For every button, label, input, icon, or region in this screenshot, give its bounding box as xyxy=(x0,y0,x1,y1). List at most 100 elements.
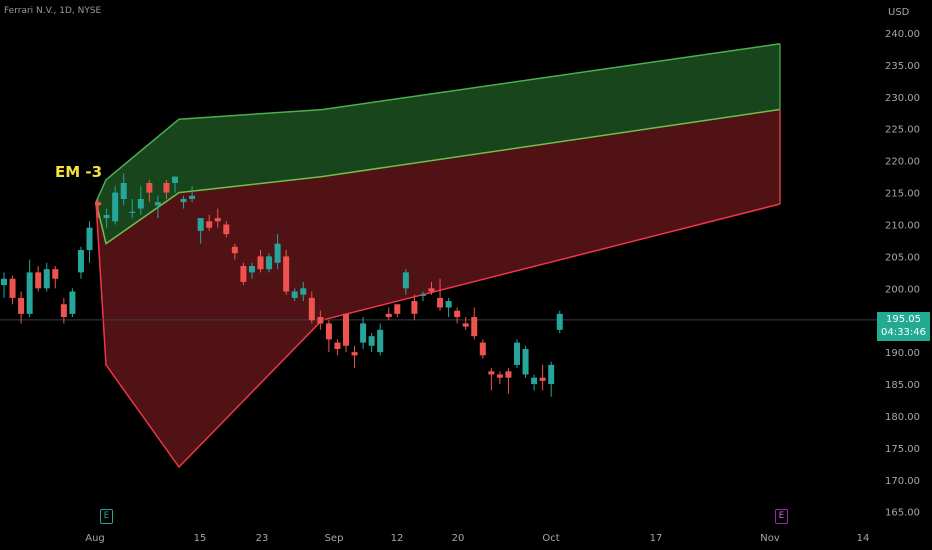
x-tick-label: 20 xyxy=(452,533,465,544)
expected-move-bands xyxy=(95,43,781,469)
y-tick-label: 180.00 xyxy=(885,412,920,423)
x-tick-label: 23 xyxy=(256,533,269,544)
candle xyxy=(496,371,503,385)
candle xyxy=(240,262,247,286)
candle xyxy=(539,364,546,391)
candle xyxy=(505,368,512,394)
candle xyxy=(308,291,315,324)
candle xyxy=(129,198,136,219)
candle xyxy=(274,234,281,270)
candle xyxy=(454,307,461,324)
candle xyxy=(411,294,418,321)
bar-countdown: 04:33:46 xyxy=(881,327,926,338)
candle xyxy=(43,262,50,292)
candle xyxy=(437,278,444,311)
x-tick-label: Sep xyxy=(325,533,344,544)
x-tick-label: Oct xyxy=(542,533,559,544)
candle xyxy=(291,288,298,302)
candle xyxy=(377,323,384,356)
candle xyxy=(479,339,486,359)
candle xyxy=(103,208,110,228)
candle xyxy=(300,281,307,302)
candle xyxy=(488,368,495,391)
candle xyxy=(189,186,196,203)
lower-band-line xyxy=(95,202,781,469)
y-tick-label: 225.00 xyxy=(885,125,920,136)
candle xyxy=(77,246,84,279)
x-axis: Aug 15 23 Sep 12 20 Oct 17 Nov 14 xyxy=(85,533,869,544)
y-tick-label: 230.00 xyxy=(885,93,920,104)
earnings-event-icon[interactable]: E xyxy=(100,509,113,524)
upcoming-earnings-icon[interactable]: E xyxy=(775,509,788,524)
candle xyxy=(180,195,187,209)
currency-label: USD xyxy=(888,7,910,18)
candle xyxy=(223,221,230,238)
candle xyxy=(360,317,367,349)
candle xyxy=(172,176,178,193)
candle xyxy=(351,345,358,369)
candle xyxy=(428,281,435,295)
candle xyxy=(154,195,161,219)
y-tick-label: 210.00 xyxy=(885,220,920,231)
candle xyxy=(35,265,42,292)
candle xyxy=(86,221,93,263)
current-price-badge: 195.05 04:33:46 xyxy=(877,312,930,341)
candle xyxy=(248,262,255,279)
y-tick-label: 175.00 xyxy=(885,444,920,455)
y-tick-label: 215.00 xyxy=(885,189,920,200)
candle xyxy=(266,253,273,273)
candle xyxy=(325,320,332,353)
candle xyxy=(112,186,119,225)
y-tick-label: 185.00 xyxy=(885,380,920,391)
candle xyxy=(18,291,25,324)
candle xyxy=(343,313,349,353)
candle xyxy=(257,250,264,273)
lower-band-area xyxy=(96,109,780,467)
candle xyxy=(522,345,529,378)
y-tick-label: 240.00 xyxy=(885,29,920,40)
candle xyxy=(69,288,76,318)
upper-target-label: $238.31 xyxy=(783,36,851,54)
upper-band-line xyxy=(95,43,781,203)
y-axis: 240.00 235.00 230.00 225.00 220.00 215.00 210.… xyxy=(885,29,920,519)
candle xyxy=(548,361,555,397)
x-tick-label: 12 xyxy=(391,533,404,544)
candle xyxy=(419,291,426,302)
upper-band-area xyxy=(96,43,780,244)
y-tick-label: 165.00 xyxy=(885,508,920,519)
candle xyxy=(445,297,452,318)
candle xyxy=(385,307,392,321)
y-tick-label: 190.00 xyxy=(885,348,920,359)
expected-move-label: EM -3 xyxy=(55,163,103,181)
y-tick-label: 205.00 xyxy=(885,252,920,263)
candle xyxy=(531,374,538,391)
candle xyxy=(95,198,102,219)
candle xyxy=(231,243,238,260)
candle xyxy=(146,179,153,203)
candle xyxy=(214,208,221,228)
candle xyxy=(60,297,67,324)
y-tick-label: 170.00 xyxy=(885,476,920,487)
current-price-value: 195.05 xyxy=(886,314,921,325)
x-tick-label: 17 xyxy=(650,533,663,544)
candle xyxy=(52,265,59,289)
candle xyxy=(514,339,520,369)
candle xyxy=(137,186,144,215)
x-tick-label: 15 xyxy=(194,533,207,544)
candlesticks xyxy=(1,173,563,397)
x-tick-label: Nov xyxy=(760,533,780,544)
x-tick-label: 14 xyxy=(857,533,870,544)
candle xyxy=(317,310,324,330)
candle xyxy=(471,307,478,340)
candle xyxy=(197,218,204,244)
y-tick-label: 200.00 xyxy=(885,284,920,295)
candle xyxy=(206,214,213,231)
candle xyxy=(163,179,170,199)
candle xyxy=(283,250,290,295)
y-tick-label: 220.00 xyxy=(885,157,920,168)
symbol-title[interactable]: Ferrari N.V., 1D, NYSE xyxy=(4,6,102,16)
candle xyxy=(26,259,33,318)
candle xyxy=(120,173,127,206)
lower-target-label: $213.21 xyxy=(783,184,851,202)
